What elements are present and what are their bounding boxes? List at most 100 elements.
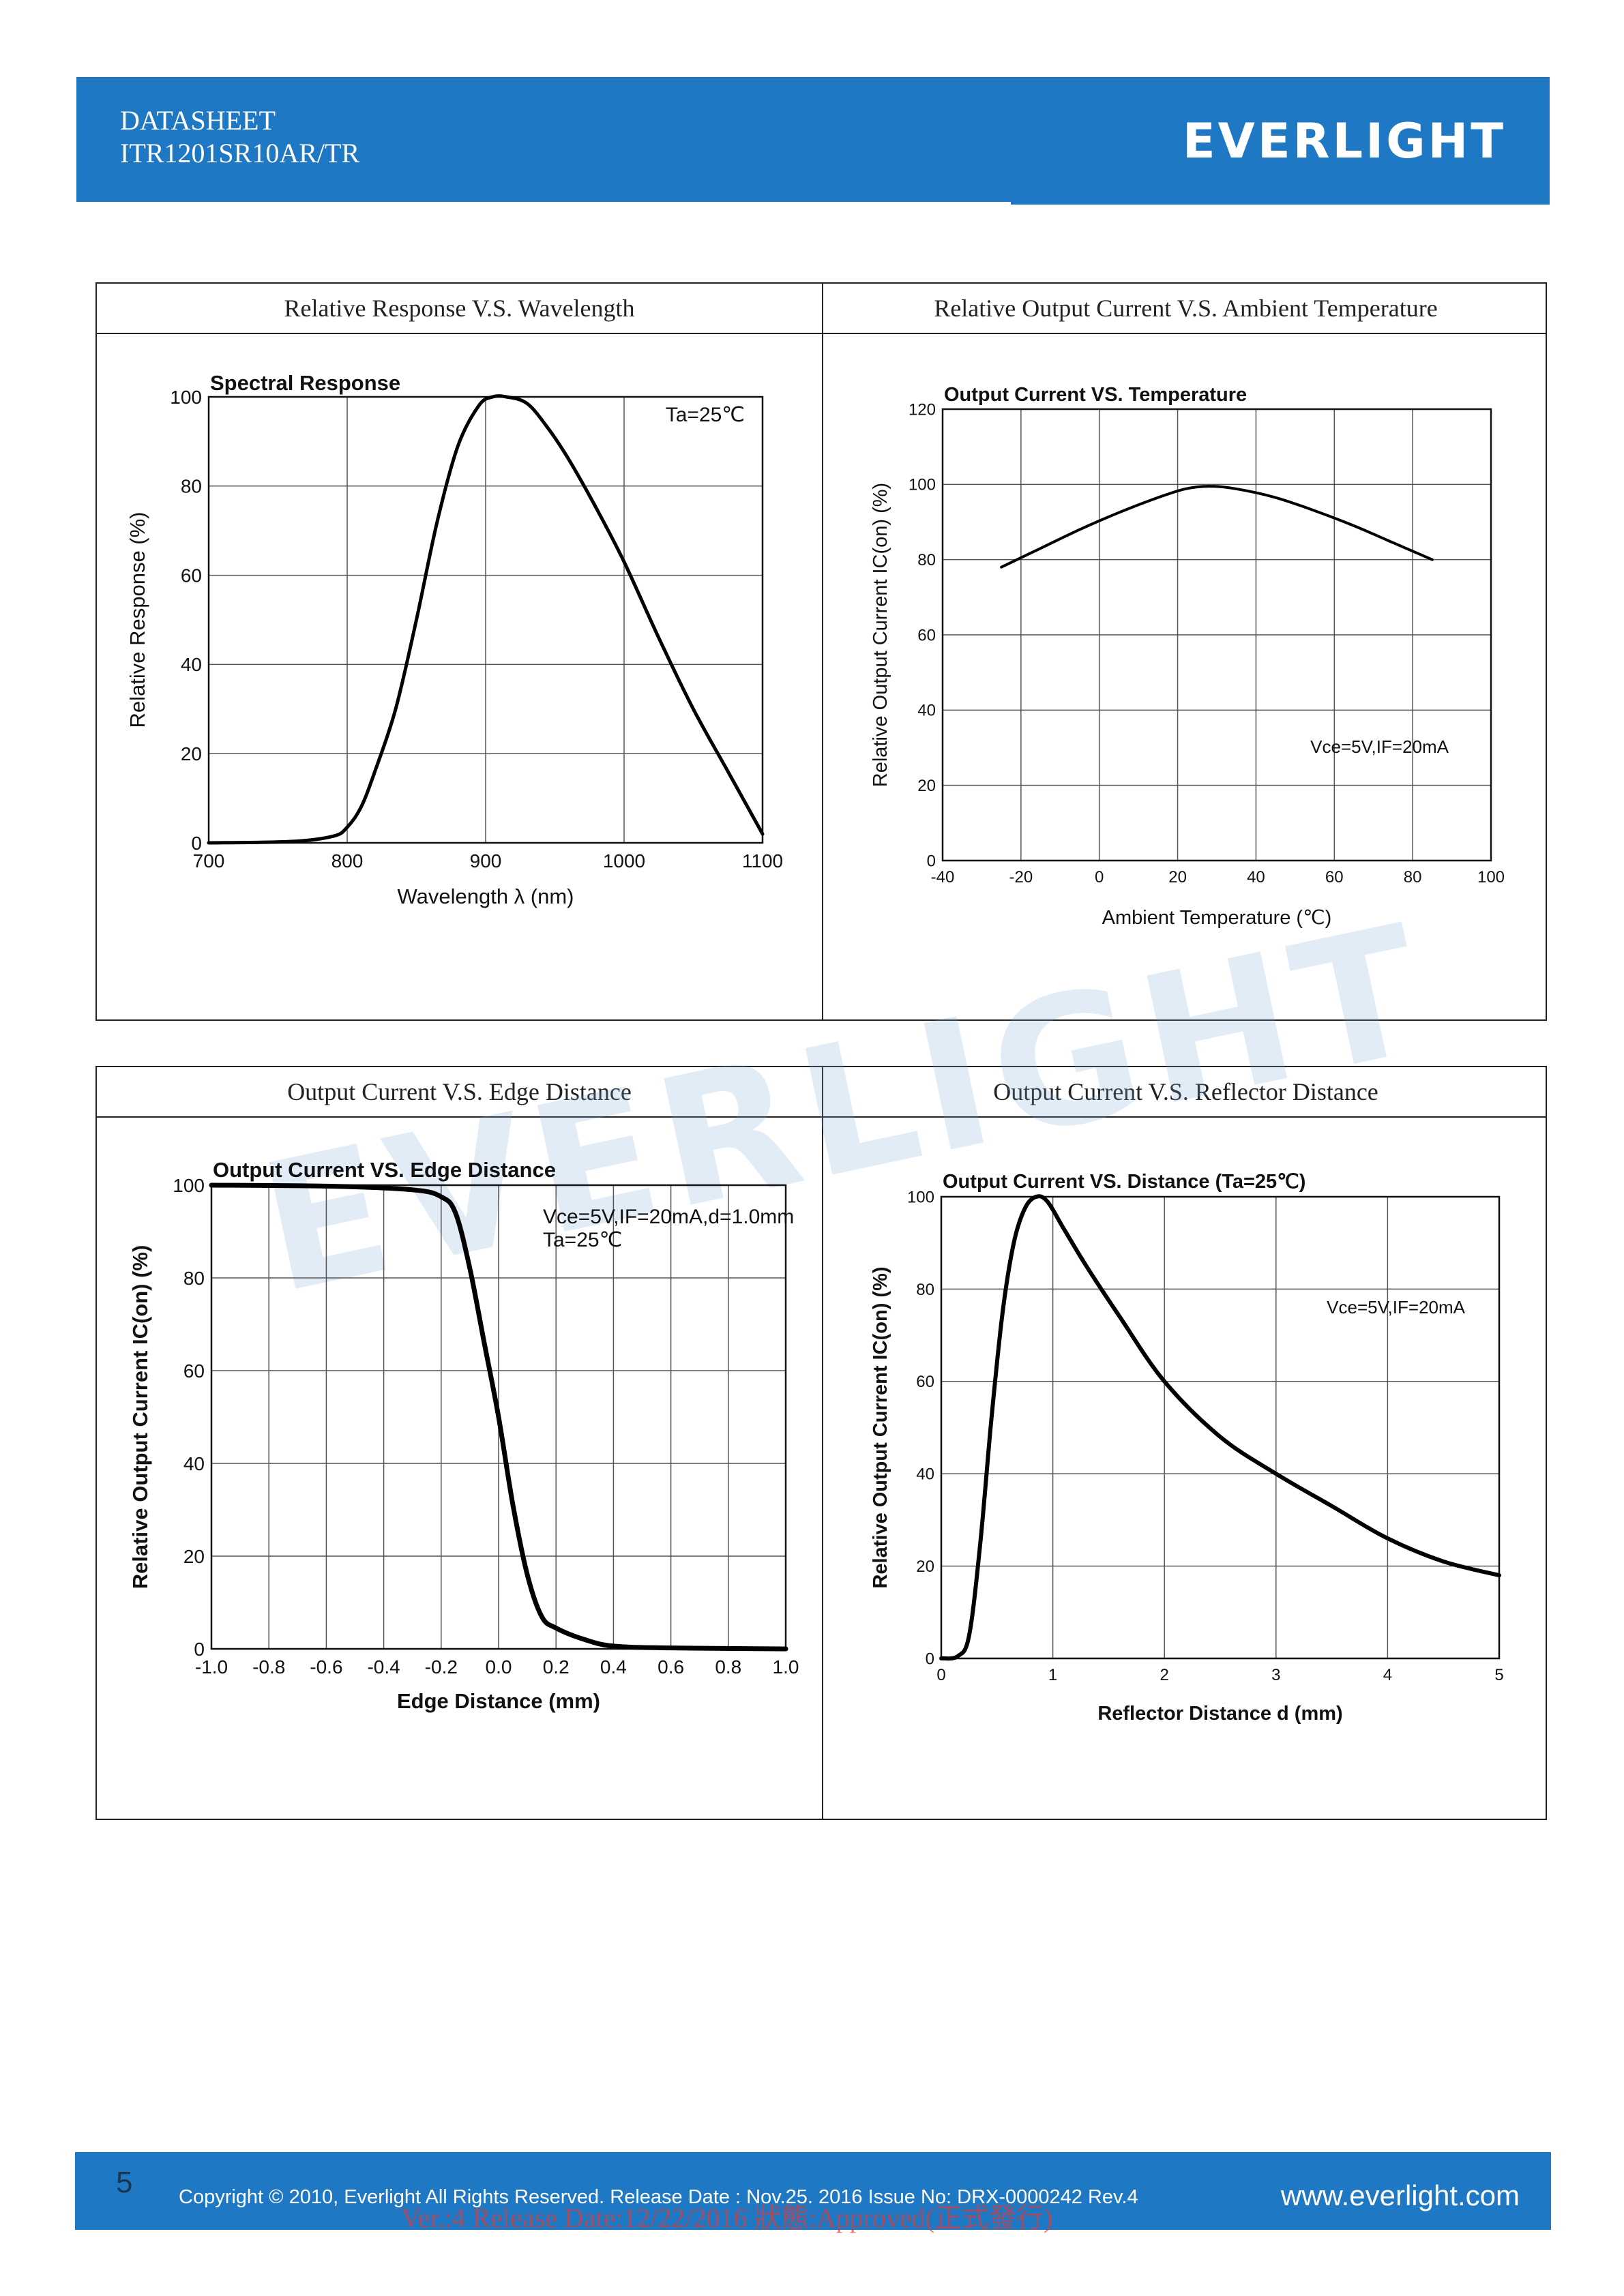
x-tick-label: 20	[1168, 868, 1187, 886]
chart-annotation: Vce=5V,IF=20mA,d=1.0mm	[543, 1206, 794, 1228]
model-number: ITR1201SR10AR/TR	[120, 138, 360, 168]
x-tick-label: 1100	[742, 850, 783, 871]
release-stamp: Ver.:4 Release Date:12/22/2016 狀態:Approv…	[401, 2203, 1053, 2233]
y-tick-label: 20	[917, 777, 936, 795]
x-tick-label: 900	[470, 850, 502, 871]
y-tick-label: 100	[170, 387, 202, 408]
x-tick-label: 1	[1048, 1666, 1057, 1684]
y-axis-label: Relative Output Current IC(on) (%)	[870, 483, 891, 787]
y-tick-label: 60	[181, 565, 202, 586]
x-tick-label: -0.8	[252, 1656, 285, 1678]
doc-type: DATASHEET	[120, 105, 276, 136]
y-tick-label: 100	[907, 1188, 934, 1206]
header-rule	[1011, 202, 1550, 205]
x-axis-label: Edge Distance (mm)	[397, 1689, 600, 1713]
chart-title: Output Current VS. Temperature	[944, 384, 1247, 406]
y-tick-label: 0	[191, 833, 202, 854]
x-tick-label: 60	[1325, 868, 1344, 886]
x-tick-label: 2	[1160, 1666, 1169, 1684]
chart-annotation: Vce=5V,IF=20mA	[1310, 736, 1449, 757]
website-link[interactable]: www.everlight.com	[1280, 2179, 1520, 2211]
y-tick-label: 60	[917, 626, 936, 644]
chart-annotation: Vce=5V,IF=20mA	[1327, 1297, 1465, 1317]
plot-frame	[940, 1195, 1501, 1660]
x-tick-label: 0.4	[600, 1656, 627, 1678]
everlight-logo: EVERLIGHT	[1182, 113, 1506, 169]
y-tick-label: 100	[909, 476, 936, 494]
y-tick-label: 60	[183, 1360, 205, 1382]
x-tick-label: 4	[1383, 1666, 1392, 1684]
x-tick-label: -0.4	[367, 1656, 400, 1678]
y-tick-label: 80	[917, 551, 936, 569]
y-tick-label: 0	[927, 852, 936, 870]
chart-grid-top: Relative Response V.S. Wavelength Relati…	[95, 282, 1547, 1021]
footer-bar: 5 Copyright © 2010, Everlight All Rights…	[75, 2152, 1551, 2233]
chart-title: Output Current VS. Distance (Ta=25℃)	[943, 1171, 1305, 1193]
y-tick-label: 60	[916, 1373, 934, 1391]
y-axis-label: Relative Output Current IC(on) (%)	[128, 1245, 152, 1590]
x-tick-label: -1.0	[195, 1656, 228, 1678]
x-axis-label: Ambient Temperature (℃)	[1102, 907, 1332, 929]
y-tick-label: 0	[926, 1650, 934, 1668]
y-axis-label: Relative Response (%)	[126, 511, 149, 728]
y-tick-label: 100	[173, 1175, 205, 1196]
chart-annotation: Ta=25℃	[543, 1229, 622, 1251]
panel-title: Output Current V.S. Reflector Distance	[993, 1078, 1378, 1105]
x-tick-label: 0.0	[486, 1656, 512, 1678]
x-tick-label: 80	[1404, 868, 1422, 886]
series-line	[209, 1182, 788, 1652]
x-tick-label: 1000	[603, 850, 645, 871]
x-tick-label: 0.2	[543, 1656, 570, 1678]
x-tick-label: 100	[1477, 868, 1505, 886]
y-tick-label: 20	[916, 1557, 934, 1576]
header-banner: DATASHEET ITR1201SR10AR/TR EVERLIGHT	[76, 77, 1550, 205]
x-tick-label: 0	[936, 1666, 945, 1684]
chart-grid-bottom: Output Current V.S. Edge Distance Output…	[95, 1066, 1547, 1820]
x-tick-label: 800	[331, 850, 364, 871]
y-tick-label: 20	[183, 1546, 205, 1567]
y-tick-label: 0	[194, 1639, 205, 1660]
chart-title: Output Current VS. Edge Distance	[213, 1158, 556, 1182]
x-tick-label: 0.8	[715, 1656, 741, 1678]
y-tick-label: 40	[181, 654, 202, 675]
y-tick-label: 40	[917, 702, 936, 720]
series-line	[939, 1194, 1501, 1661]
y-tick-label: 120	[909, 400, 936, 419]
chart-title: Spectral Response	[210, 371, 400, 395]
copyright-text: Copyright © 2010, Everlight All Rights R…	[179, 2186, 1138, 2208]
x-tick-label: 5	[1494, 1666, 1503, 1684]
y-tick-label: 40	[183, 1453, 205, 1474]
x-tick-label: -0.6	[310, 1656, 342, 1678]
y-tick-label: 40	[916, 1465, 934, 1484]
y-axis-label: Relative Output Current IC(on) (%)	[870, 1266, 891, 1588]
x-tick-label: 40	[1247, 868, 1265, 886]
panel-title: Output Current V.S. Edge Distance	[287, 1078, 632, 1105]
x-tick-label: -40	[931, 868, 955, 886]
x-axis-label: Wavelength λ (nm)	[398, 884, 574, 908]
x-tick-label: -0.2	[425, 1656, 458, 1678]
y-tick-label: 80	[916, 1281, 934, 1299]
y-tick-label: 80	[181, 476, 202, 497]
chart-annotation: Ta=25℃	[666, 404, 745, 426]
y-tick-label: 20	[181, 743, 202, 764]
x-tick-label: 0.6	[658, 1656, 684, 1678]
plot-frame	[210, 1184, 787, 1650]
x-tick-label: 3	[1271, 1666, 1280, 1684]
series-line	[207, 394, 765, 845]
panel-title: Relative Response V.S. Wavelength	[284, 295, 635, 322]
x-tick-label: 0	[1095, 868, 1104, 886]
series-line	[1000, 485, 1434, 569]
page-number: 5	[116, 2166, 133, 2199]
x-tick-label: 1.0	[773, 1656, 799, 1678]
x-tick-label: 700	[193, 850, 225, 871]
panel-title: Relative Output Current V.S. Ambient Tem…	[934, 295, 1438, 322]
plot-frame	[207, 396, 764, 844]
plot-frame	[941, 408, 1492, 862]
x-axis-label: Reflector Distance d (mm)	[1097, 1703, 1342, 1725]
y-tick-label: 80	[183, 1268, 205, 1289]
x-tick-label: -20	[1009, 868, 1033, 886]
